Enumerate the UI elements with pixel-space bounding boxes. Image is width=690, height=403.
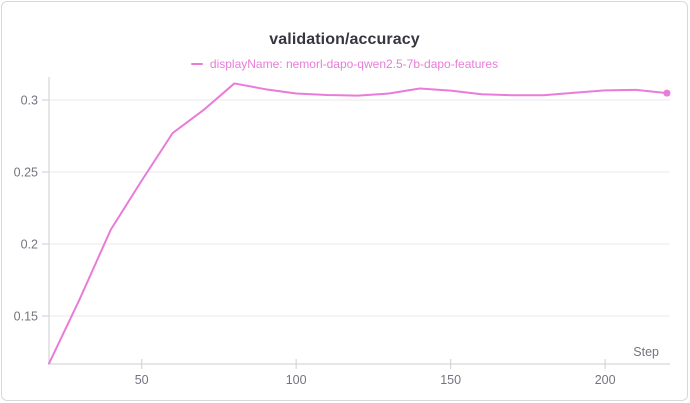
series-line[interactable] — [48, 82, 668, 365]
y-tick-label: 0.2 — [21, 238, 38, 252]
x-axis-title: Step — [633, 345, 659, 359]
y-tick-label: 0.15 — [14, 310, 38, 324]
chart-title: validation/accuracy — [269, 31, 420, 48]
end-point-marker[interactable] — [663, 89, 671, 97]
x-tick-label: 200 — [595, 373, 616, 387]
x-tick-label: 150 — [440, 373, 461, 387]
x-tick-label: 100 — [286, 373, 307, 387]
y-tick-label: 0.25 — [14, 166, 38, 180]
legend-line-swatch — [190, 62, 203, 66]
y-tick-label: 0.3 — [21, 94, 38, 108]
legend-label: displayName: nemorl-dapo-qwen2.5-7b-dapo… — [209, 57, 499, 71]
legend[interactable]: displayName: nemorl-dapo-qwen2.5-7b-dapo… — [2, 57, 687, 71]
x-tick-label: 50 — [135, 373, 149, 387]
